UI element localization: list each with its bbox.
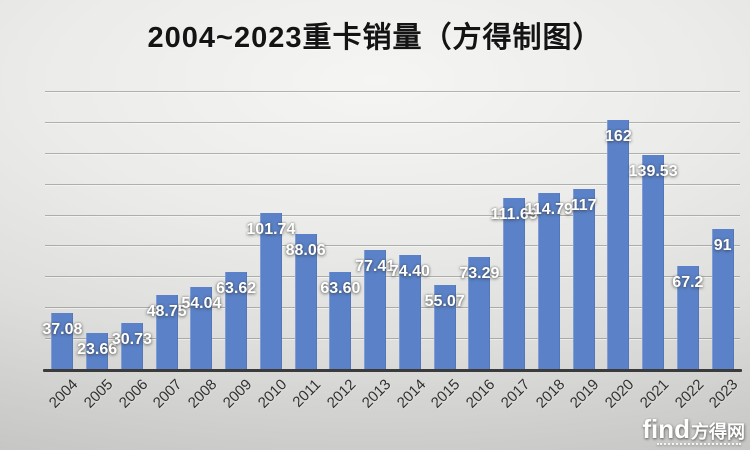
x-tick-label: 2009 — [219, 376, 256, 412]
bar-slot-2006: 30.73 — [112, 92, 152, 370]
bar-2013 — [364, 250, 387, 370]
x-tick-label: 2018 — [532, 376, 568, 412]
x-axis-tick-labels: 2004 2005 2006 2007 2008 2009 2010 2011 2012 2013… — [45, 374, 742, 434]
bar-slot-2015: 55.07 — [425, 92, 465, 370]
bar-2011 — [294, 234, 317, 370]
bar-slot-2019: 117 — [566, 92, 601, 370]
bar-2016 — [468, 256, 491, 370]
x-tick-label: 2013 — [358, 376, 395, 412]
bar-slot-2021: 139.53 — [629, 92, 678, 370]
bar-2006 — [120, 322, 143, 370]
x-tick-label: 2020 — [601, 376, 638, 412]
watermark-dotted-line — [657, 443, 741, 445]
x-tick-label: 2021 — [636, 376, 673, 412]
x-tick-label: 2019 — [567, 376, 603, 412]
x-tick-label: 2007 — [150, 376, 186, 412]
bar-2017 — [503, 197, 526, 370]
bar-series: 37.08 23.66 30.73 48.75 54.04 63.62 101.74 88.0… — [42, 92, 740, 370]
bar-2021 — [642, 154, 665, 370]
gridline-40 — [45, 307, 740, 309]
bar-slot-2017: 111.69 — [491, 92, 538, 370]
watermark-site-name: 方得网 — [691, 422, 745, 442]
bar-2019 — [572, 189, 595, 370]
x-tick-label: 2008 — [184, 376, 221, 412]
chart-title: 2004~2023重卡销量（方得制图） — [147, 22, 603, 54]
gridline-140 — [45, 152, 740, 154]
x-tick-label: 2011 — [289, 376, 325, 411]
x-tick-label: 2006 — [115, 376, 151, 412]
bar-2008 — [190, 286, 213, 370]
gridline-60 — [45, 276, 740, 278]
bar-2023 — [711, 229, 734, 370]
gridline-100 — [45, 214, 740, 216]
gridline-80 — [45, 245, 740, 247]
x-tick-label: 2017 — [497, 376, 534, 412]
gridline-120 — [45, 183, 740, 185]
bar-2022 — [676, 266, 699, 370]
bar-slot-2022: 67.2 — [671, 92, 706, 370]
plot-area: 37.08 23.66 30.73 48.75 54.04 63.62 101.74 88.0… — [42, 91, 740, 370]
bar-slot-2018: 114.79 — [525, 92, 573, 370]
gridline-20 — [45, 338, 740, 340]
bar-2020 — [607, 119, 630, 370]
bar-slot-2023: 91 — [705, 92, 740, 370]
bar-2005 — [86, 333, 109, 370]
bar-slot-2005: 23.66 — [77, 92, 117, 370]
bar-2009 — [225, 271, 248, 370]
bar-2012 — [329, 271, 352, 370]
bar-slot-2008: 54.04 — [181, 92, 221, 370]
bar-2007 — [155, 294, 178, 370]
bar-slot-2020: 162 — [601, 92, 636, 370]
x-tick-label: 2016 — [462, 376, 499, 412]
x-tick-label: 2022 — [671, 376, 707, 412]
x-axis-line — [43, 369, 742, 372]
x-tick-label: 2014 — [393, 376, 429, 412]
x-tick-label: 2004 — [45, 376, 82, 412]
bar-2004 — [51, 312, 74, 370]
bar-2014 — [398, 255, 421, 370]
bar-slot-2009: 63.62 — [216, 92, 256, 370]
bar-2010 — [259, 212, 282, 370]
bar-slot-2012: 63.60 — [320, 92, 360, 370]
gridline-160 — [45, 121, 740, 123]
x-tick-label: 2015 — [428, 376, 464, 412]
bar-2018 — [537, 192, 560, 370]
bar-slot-2013: 77.41 — [355, 92, 395, 370]
x-tick-label: 2012 — [323, 376, 360, 412]
bar-2015 — [433, 284, 456, 370]
x-tick-label: 2023 — [706, 376, 742, 412]
bar-slot-2007: 48.75 — [147, 92, 187, 370]
gridline-180 — [45, 91, 740, 92]
bar-slot-2014: 74.40 — [390, 92, 430, 370]
x-tick-label: 2010 — [254, 376, 290, 412]
watermark: find 方得网 — [642, 416, 745, 448]
bar-slot-2011: 88.06 — [286, 92, 326, 370]
bar-slot-2010: 101.74 — [246, 92, 295, 370]
bar-slot-2004: 37.08 — [42, 92, 82, 370]
watermark-find-logo: find — [642, 414, 690, 444]
bar-slot-2016: 73.29 — [459, 92, 499, 370]
x-tick-label: 2005 — [80, 376, 117, 412]
